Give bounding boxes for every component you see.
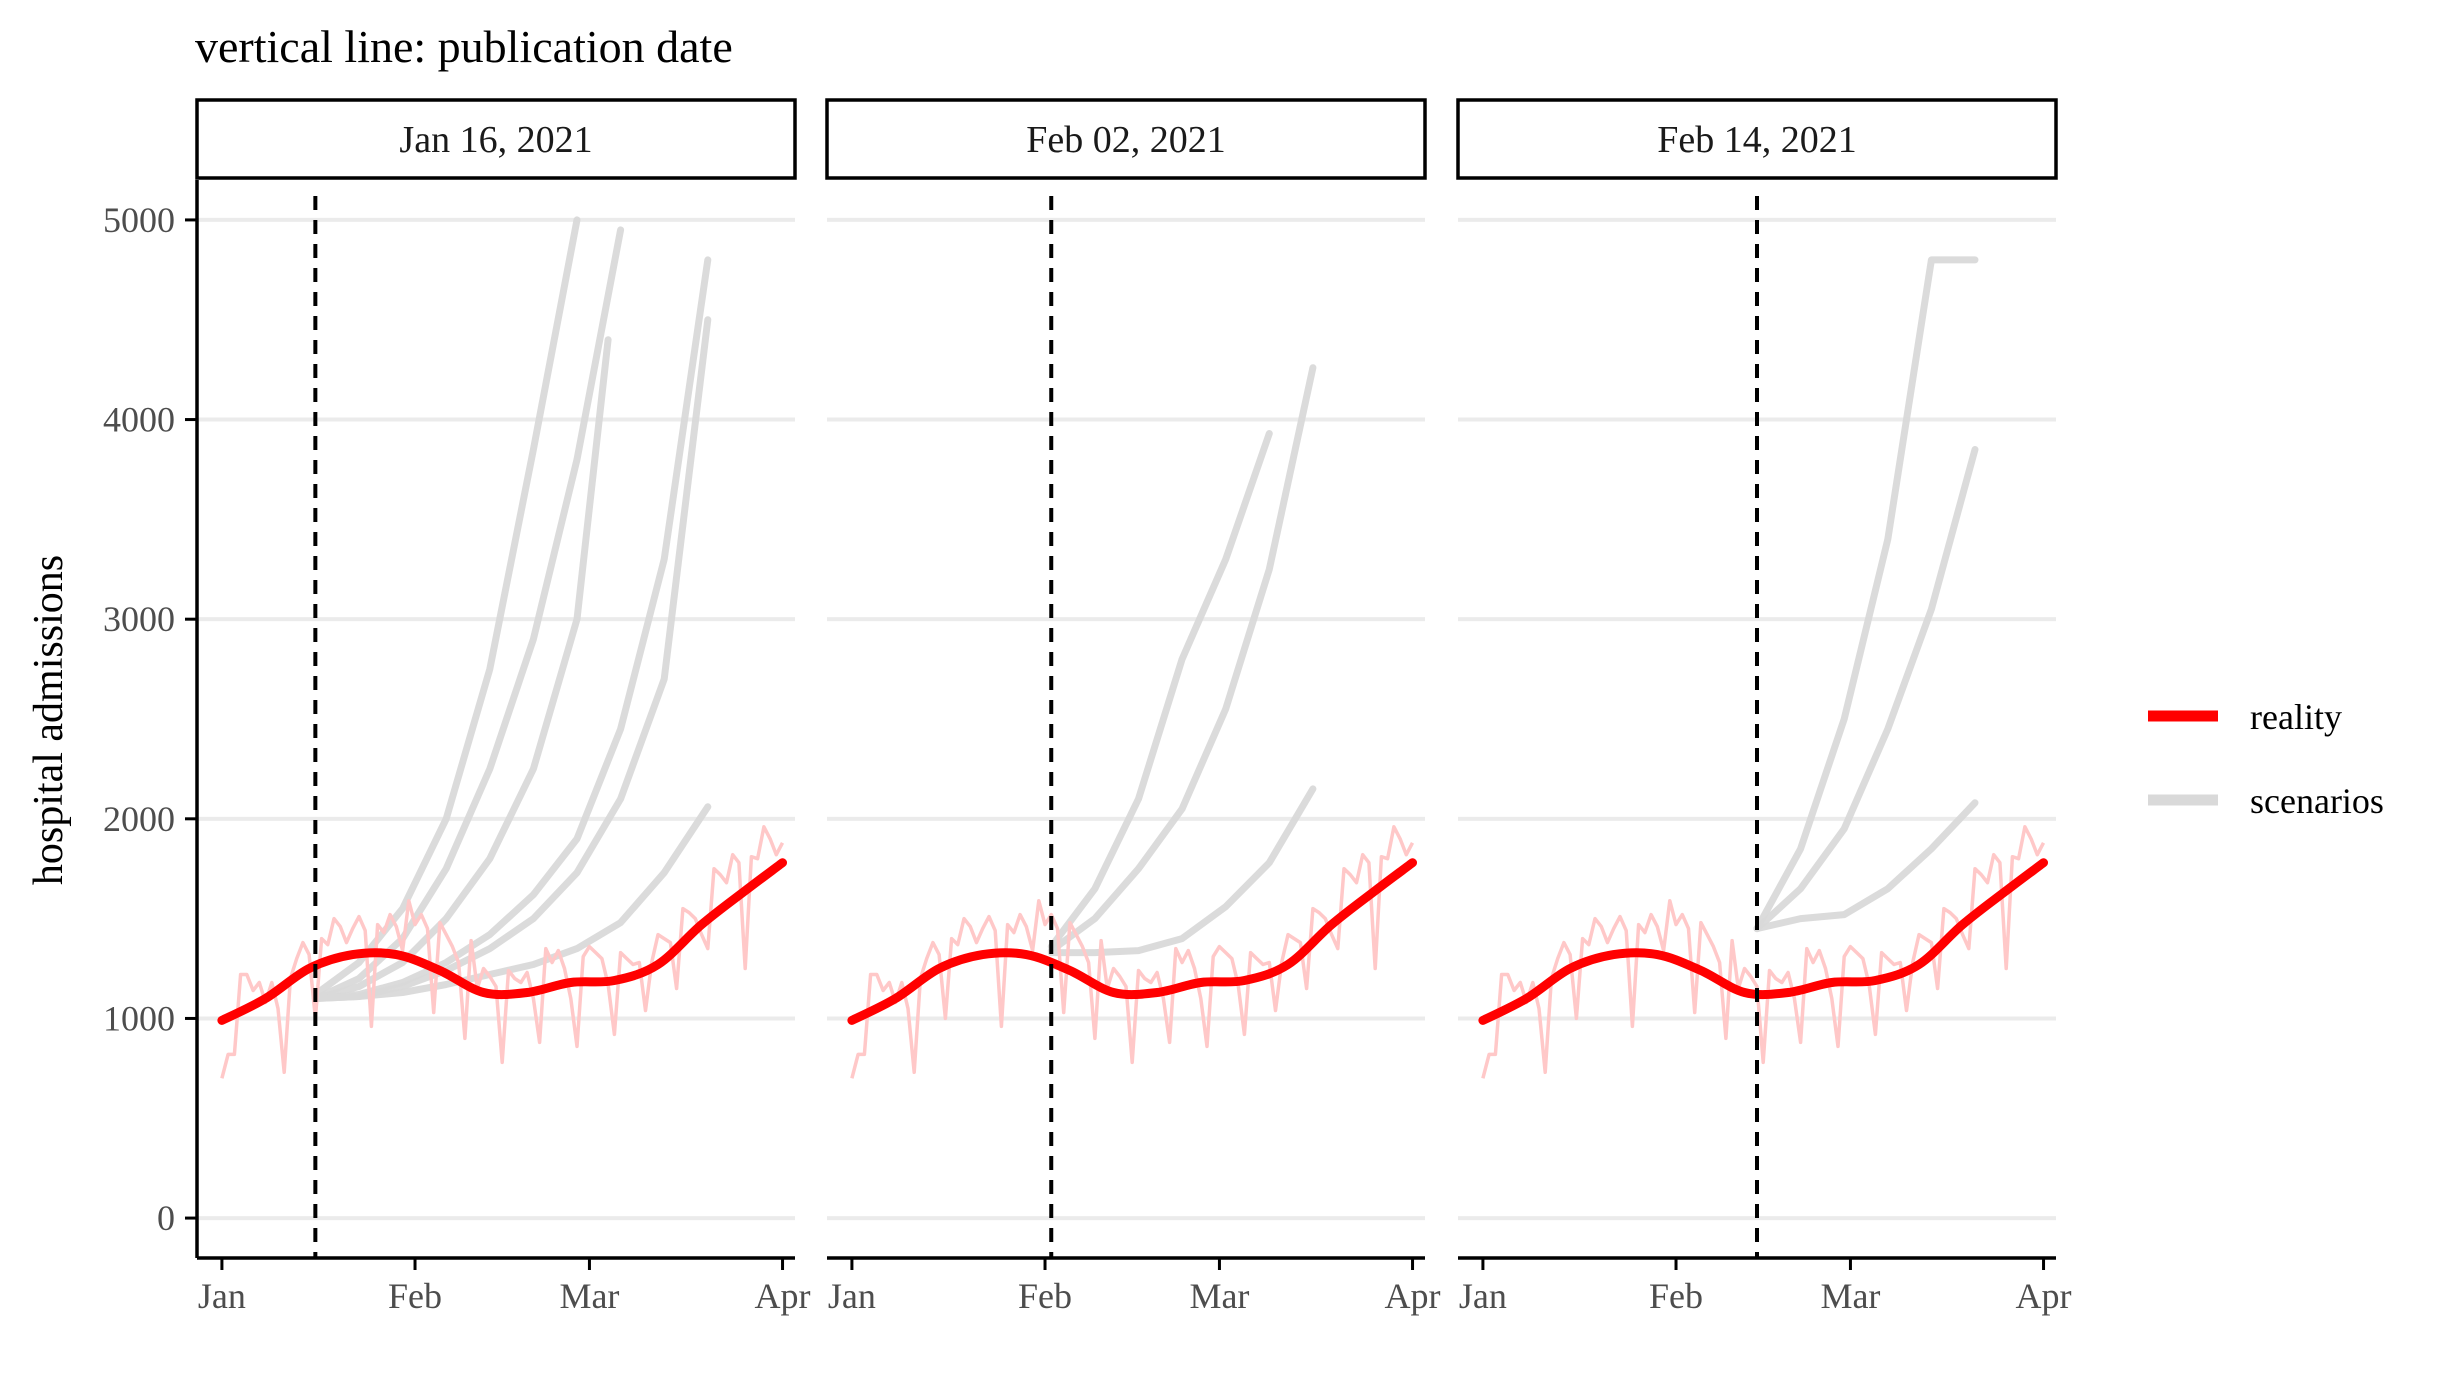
facet-strip — [195, 98, 797, 180]
panel-1: Jan 16, 2021 0 1000 2000 3000 4000 5000 Jan Feb M… — [103, 98, 811, 1316]
scenario-line-3 — [1753, 799, 1979, 933]
x-tick-label: Feb — [388, 1276, 442, 1316]
scenario-line-3 — [311, 336, 612, 1002]
scenario-line-3 — [1047, 785, 1317, 957]
scenario-line-1 — [311, 216, 581, 998]
x-tick-label: Apr — [1385, 1276, 1441, 1316]
x-tick-label: Apr — [755, 1276, 811, 1316]
x-tick-label: Jan — [198, 1276, 246, 1316]
reality-daily-line — [1481, 825, 2046, 1079]
chart-title: vertical line: publication date — [195, 21, 733, 72]
legend: reality scenarios — [2148, 697, 2384, 821]
legend-label-reality: reality — [2250, 697, 2342, 737]
facet-panels: Jan 16, 2021 0 1000 2000 3000 4000 5000 Jan Feb M… — [103, 98, 2072, 1316]
facet-strip — [825, 98, 1427, 180]
y-tick-label: 2000 — [103, 799, 175, 839]
x-tick-label: Mar — [1189, 1276, 1249, 1316]
y-tick-label: 1000 — [103, 998, 175, 1038]
scenario-line-2 — [1047, 364, 1317, 955]
y-tick-label: 3000 — [103, 599, 175, 639]
reality-smooth-line — [847, 858, 1417, 1025]
scenario-line-1 — [1047, 430, 1273, 951]
x-tick-label: Feb — [1649, 1276, 1703, 1316]
panel-2: Feb 02, 2021 Jan Feb Mar Apr — [825, 98, 1441, 1316]
facet-strip-label: Feb 14, 2021 — [1657, 119, 1857, 161]
y-tick-label: 0 — [157, 1198, 175, 1238]
facet-strip-label: Feb 02, 2021 — [1026, 119, 1226, 161]
x-tick-label: Jan — [828, 1276, 876, 1316]
scenario-line-6 — [311, 803, 712, 1002]
facet-strip — [1456, 98, 2058, 180]
x-tick-label: Jan — [1459, 1276, 1507, 1316]
legend-label-scenarios: scenarios — [2250, 781, 2384, 821]
reality-daily-line — [850, 825, 1415, 1079]
scenario-line-1 — [1753, 256, 1979, 933]
reality-daily-line — [220, 825, 785, 1079]
y-axis-label: hospital admissions — [26, 555, 72, 885]
scenario-line-2 — [1753, 446, 1979, 933]
facet-strip-label: Jan 16, 2021 — [399, 119, 592, 161]
x-tick-label: Apr — [2016, 1276, 2072, 1316]
y-tick-label: 4000 — [103, 400, 175, 440]
reality-smooth-line — [217, 858, 787, 1025]
y-tick-label: 5000 — [103, 200, 175, 240]
x-tick-label: Mar — [559, 1276, 619, 1316]
x-tick-label: Mar — [1820, 1276, 1880, 1316]
panel-3: Feb 14, 2021 Jan Feb Mar Apr — [1456, 98, 2072, 1316]
reality-smooth-line — [1478, 858, 2048, 1025]
x-tick-label: Feb — [1018, 1276, 1072, 1316]
